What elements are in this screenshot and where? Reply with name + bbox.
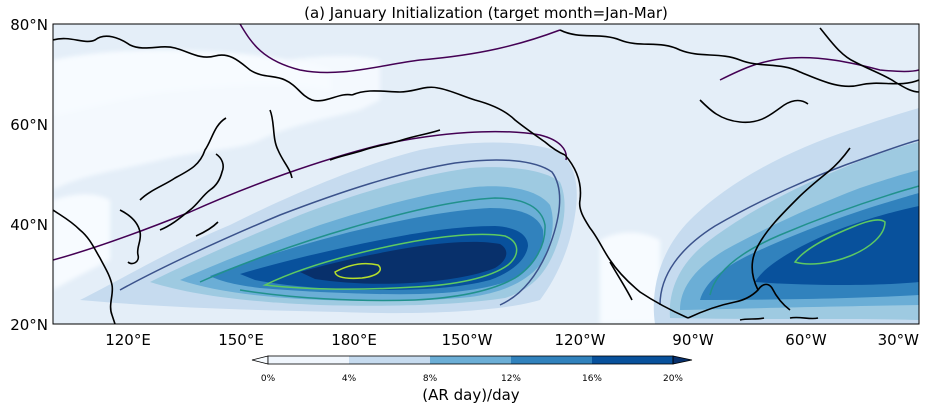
coast-japan: [159, 153, 224, 237]
colorbar-segment-3: [430, 356, 511, 364]
colorbar-segment-1: [268, 356, 349, 364]
colorbar-frame: [267, 355, 674, 365]
colorbar-segment-4: [511, 356, 592, 364]
lon-tick-label-90W: 90°W: [672, 331, 714, 349]
contour-level-3-atlantic: [709, 185, 919, 296]
lon-tick-label-150W: 150°W: [442, 331, 493, 349]
colorbar: 0% 4% 8% 12% 16% 20% (AR day)/day: [251, 355, 693, 404]
colorbar-tick-4: 4%: [342, 374, 357, 384]
pacific-fill-6: [300, 241, 507, 284]
coast-north-america-west: [564, 154, 689, 319]
lat-tick-label-80: 80°N: [10, 16, 48, 34]
low-region-asia-south: [53, 194, 110, 290]
coast-asia-arctic: [53, 35, 353, 102]
lon-tick-label-120W: 120°W: [555, 331, 606, 349]
colorbar-segment-2: [349, 356, 430, 364]
map-frame: [52, 23, 920, 325]
low-region-americas: [600, 232, 660, 324]
colorbar-extend-high: [672, 355, 693, 365]
low-region-siberia: [53, 50, 330, 115]
contour-level-4-atlantic: [793, 219, 886, 265]
lat-axis: 80°N 60°N 40°N 20°N: [10, 16, 48, 334]
contour-level-1-north-america: [719, 56, 919, 81]
coast-kamchatka: [269, 109, 293, 179]
contour-level-1-arctic: [239, 24, 561, 74]
contour-level-2-atlantic: [659, 139, 919, 306]
coast-canada-arctic: [559, 29, 919, 88]
contour-level-1-pacific: [53, 130, 568, 261]
lon-tick-label-60W: 60°W: [785, 331, 827, 349]
colorbar-extend-low: [251, 355, 269, 365]
colorbar-tick-20: 20%: [663, 374, 683, 384]
lon-tick-label-180E: 180°E: [331, 331, 377, 349]
colorbar-tick-8: 8%: [423, 374, 438, 384]
coast-korea: [119, 209, 142, 265]
colorbar-tick-12: 12%: [501, 374, 521, 384]
lon-tick-label-120E: 120°E: [105, 331, 151, 349]
lon-tick-label-30W: 30°W: [878, 331, 920, 349]
contour-level-4-pacific: [262, 233, 518, 290]
contour-lines: [53, 24, 919, 306]
colorbar-segment-5: [592, 356, 673, 364]
contour-level-3-pacific: [199, 197, 546, 302]
coast-kamchatka-asia: [139, 117, 227, 201]
coast-aleutians: [329, 129, 441, 161]
contour-level-5-pacific: [334, 262, 382, 280]
lat-tick-label-20: 20°N: [10, 316, 48, 334]
coast-asia-east: [53, 209, 116, 324]
lat-tick-label-40: 40°N: [10, 216, 48, 234]
coast-baja: [609, 261, 633, 301]
coast-north-america-east: [751, 147, 851, 291]
colorbar-label: (AR day)/day: [422, 386, 520, 404]
coast-greenland: [819, 27, 919, 93]
coast-caribbean-islands: [739, 316, 819, 321]
lat-tick-label-60: 60°N: [10, 116, 48, 134]
colorbar-tick-0: 0%: [261, 374, 276, 384]
coast-alaska: [351, 86, 566, 156]
atlantic-fill-5: [755, 206, 919, 285]
map-panel: [53, 24, 919, 324]
map-title: (a) January Initialization (target month…: [304, 4, 668, 22]
coast-hudson-bay: [699, 99, 809, 124]
lon-axis: 120°E 150°E 180°E 150°W 120°W 90°W 60°W …: [105, 331, 919, 349]
coastlines: [53, 27, 919, 324]
colorbar-tick-16: 16%: [582, 374, 602, 384]
contour-level-2-pacific: [119, 159, 561, 306]
lon-tick-label-150E: 150°E: [218, 331, 264, 349]
